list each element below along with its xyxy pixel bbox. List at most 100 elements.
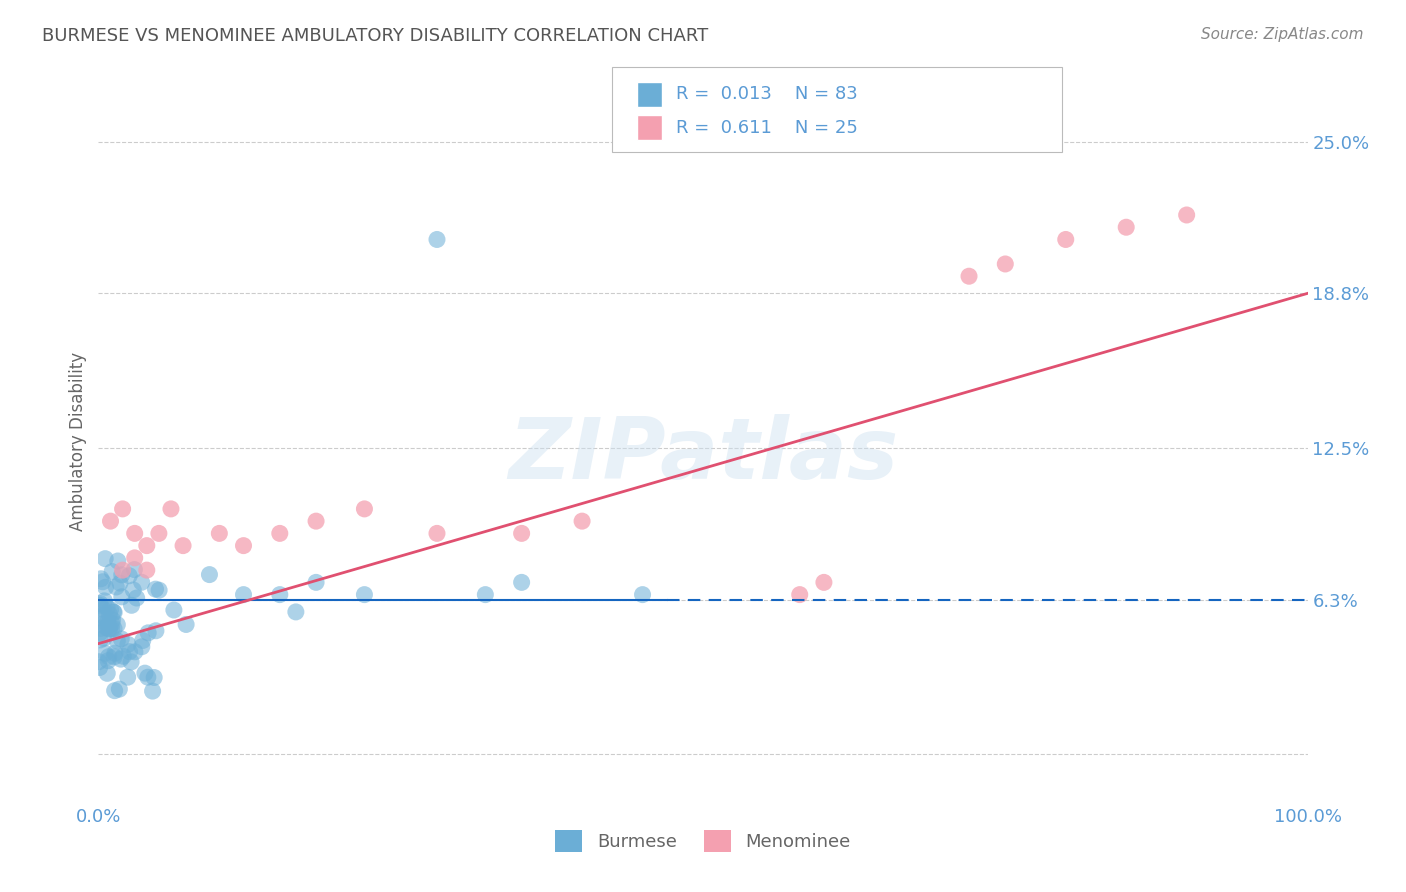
Point (89, 660, 111, 674)
Point (145, 582, 167, 596)
Text: Source: ZipAtlas.com: Source: ZipAtlas.com (1201, 27, 1364, 42)
Point (89, 599, 111, 613)
Point (101, 565, 124, 579)
Point (111, 502, 134, 516)
Point (124, 563, 146, 577)
Point (135, 539, 157, 553)
Point (104, 683, 127, 698)
Point (145, 624, 167, 638)
Point (111, 590, 134, 604)
Point (136, 625, 159, 640)
Point (125, 591, 148, 605)
Point (103, 622, 125, 636)
Point (148, 583, 170, 598)
Point (136, 670, 159, 684)
Point (1175, 208, 1198, 222)
Point (91, 617, 114, 632)
Point (91, 602, 114, 616)
Point (117, 637, 139, 651)
Point (97, 615, 120, 629)
Point (631, 588, 654, 602)
Point (172, 539, 194, 553)
Point (353, 502, 375, 516)
Point (90, 608, 112, 623)
Point (232, 588, 254, 602)
Point (353, 588, 375, 602)
Point (208, 526, 231, 541)
Point (305, 514, 328, 528)
Point (101, 613, 124, 627)
Point (111, 567, 134, 582)
Point (96, 600, 118, 615)
Point (284, 605, 307, 619)
Point (148, 526, 170, 541)
Point (89, 625, 111, 640)
Point (93, 594, 115, 608)
Text: R =  0.013    N = 83: R = 0.013 N = 83 (676, 85, 858, 103)
Point (111, 563, 134, 577)
Point (105, 617, 128, 632)
Point (994, 257, 1017, 271)
Point (96, 621, 118, 635)
Point (108, 576, 131, 591)
Point (305, 575, 328, 590)
Point (90, 621, 112, 635)
Point (120, 655, 142, 669)
Point (91, 574, 114, 589)
Point (107, 554, 129, 568)
Point (100, 514, 122, 528)
Point (118, 568, 141, 582)
Point (90, 572, 112, 586)
Point (232, 539, 254, 553)
Point (131, 575, 153, 590)
Point (93, 632, 115, 646)
Point (132, 633, 155, 648)
Point (89, 632, 111, 647)
Point (198, 567, 221, 582)
Point (142, 684, 165, 698)
Point (571, 514, 593, 528)
Point (89, 610, 111, 624)
Point (94, 580, 117, 594)
Point (143, 671, 166, 685)
Point (94, 551, 117, 566)
Point (117, 670, 139, 684)
Point (110, 632, 132, 646)
Point (87, 655, 110, 669)
Point (510, 575, 533, 590)
Point (426, 526, 449, 541)
Point (100, 602, 122, 616)
Point (112, 649, 135, 664)
Point (122, 582, 145, 597)
Point (163, 603, 186, 617)
Point (103, 606, 125, 620)
Point (1115, 220, 1137, 235)
Point (110, 652, 132, 666)
Point (134, 666, 156, 681)
Point (96, 666, 118, 681)
Point (98, 607, 121, 622)
Point (104, 646, 127, 660)
Text: BURMESE VS MENOMINEE AMBULATORY DISABILITY CORRELATION CHART: BURMESE VS MENOMINEE AMBULATORY DISABILI… (42, 27, 709, 45)
Point (94, 646, 117, 660)
Point (103, 649, 125, 664)
Point (124, 645, 146, 659)
Point (98, 622, 121, 636)
Y-axis label: Ambulatory Disability: Ambulatory Disability (69, 352, 87, 531)
Point (97, 619, 120, 633)
Point (789, 588, 811, 602)
Point (97, 649, 120, 664)
Text: ZIPatlas: ZIPatlas (508, 415, 898, 498)
Point (474, 588, 496, 602)
Point (135, 563, 157, 577)
Point (269, 526, 291, 541)
Point (97, 654, 120, 668)
Text: R =  0.611    N = 25: R = 0.611 N = 25 (676, 119, 858, 136)
Point (105, 634, 128, 648)
Point (174, 617, 197, 632)
Point (100, 622, 122, 636)
Point (269, 588, 291, 602)
Point (160, 502, 183, 516)
Point (103, 605, 125, 619)
Point (957, 269, 980, 284)
